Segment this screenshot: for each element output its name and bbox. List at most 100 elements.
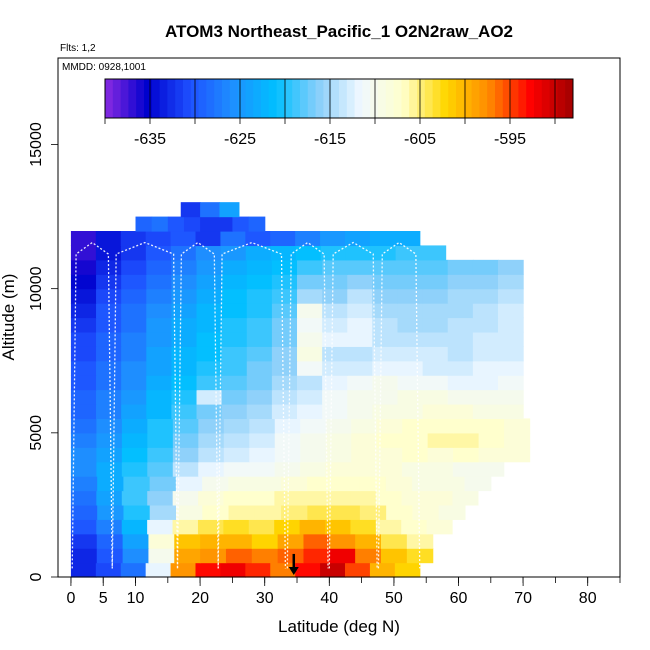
heatmap-cell: [246, 317, 273, 333]
x-tick-label: 10: [127, 590, 145, 607]
heatmap-cell: [385, 476, 413, 492]
heatmap-cell: [120, 562, 147, 578]
colorbar-frame: [104, 78, 574, 119]
heatmap-cell: [497, 274, 524, 290]
heatmap-cell: [271, 317, 298, 333]
heatmap-cell: [297, 259, 323, 275]
heatmap-cell: [297, 404, 323, 420]
heatmap-cell: [170, 231, 197, 247]
heatmap-cell: [254, 476, 282, 492]
heatmap-cell: [121, 331, 147, 347]
heatmap-cell: [401, 490, 428, 506]
heatmap-cell: [359, 504, 387, 520]
heatmap-cell: [200, 548, 227, 564]
heatmap-cell: [274, 432, 301, 448]
plot-frame: [57, 57, 621, 578]
heatmap-cell: [121, 447, 148, 463]
heatmap-cell: [223, 432, 250, 448]
heatmap-cell: [70, 404, 97, 420]
heatmap-cell: [96, 432, 123, 448]
heatmap-cell: [359, 476, 387, 492]
heatmap-cell: [402, 418, 429, 434]
heatmap-cell: [325, 490, 352, 506]
heatmap-cell: [322, 317, 348, 333]
colorbar-swatch: [292, 79, 301, 118]
heatmap-cell: [372, 404, 399, 420]
colorbar-swatch: [456, 79, 465, 118]
colorbar-swatch: [432, 79, 441, 118]
flight-track: [217, 241, 287, 569]
heatmap-cell: [146, 331, 173, 347]
heatmap-cell: [195, 562, 222, 578]
heatmap-cell: [221, 317, 248, 333]
heatmap-cell: [96, 490, 123, 506]
heatmap-cell: [183, 216, 201, 232]
heatmap-cell: [329, 548, 356, 564]
heatmap-cell: [372, 288, 399, 304]
heatmap-cell: [347, 259, 373, 275]
heatmap-cell: [216, 216, 234, 232]
heatmap-cell: [121, 303, 147, 319]
heatmap-cell: [121, 490, 148, 506]
heatmap-cell: [386, 504, 414, 520]
colorbar-swatch: [354, 79, 363, 118]
heatmap-cell: [427, 490, 454, 506]
heatmap-cell: [149, 476, 177, 492]
heatmap-cell: [147, 519, 174, 535]
heatmap-cell: [325, 418, 352, 434]
colorbar-tick-label: -635: [134, 131, 166, 148]
colorbar-swatch: [549, 79, 558, 118]
colorbar-swatch: [128, 79, 137, 118]
flights-label: Flts: 1,2: [60, 43, 96, 54]
heatmap-cell: [121, 389, 147, 405]
heatmap-cell: [96, 389, 122, 405]
heatmap-cell: [223, 519, 250, 535]
heatmap-cell: [246, 288, 273, 304]
heatmap-cell: [369, 562, 396, 578]
heatmap-cell: [422, 360, 449, 376]
heatmap-cell: [322, 389, 348, 405]
heatmap-cell: [347, 389, 373, 405]
heatmap-cell: [147, 490, 174, 506]
colorbar-swatch: [105, 79, 114, 118]
heatmap-cell: [121, 519, 148, 535]
heatmap-cell: [70, 303, 97, 319]
heatmap-cell: [347, 274, 373, 290]
heatmap-cell: [198, 461, 225, 477]
heatmap-cell: [196, 404, 223, 420]
heatmap-cell: [271, 389, 298, 405]
colorbar-swatch: [331, 79, 340, 118]
heatmap-cell: [70, 389, 97, 405]
heatmap-cell: [300, 432, 327, 448]
heatmap-cell: [372, 274, 399, 290]
heatmap-cell: [121, 375, 147, 391]
heatmap-cell: [325, 461, 352, 477]
heatmap-cell: [196, 274, 223, 290]
x-tick-label: 70: [514, 590, 532, 607]
heatmap-cell: [172, 418, 199, 434]
heatmap-cell: [370, 245, 397, 261]
heatmap-cell: [271, 303, 298, 319]
heatmap-cell: [472, 389, 499, 405]
heatmap-cell: [322, 303, 348, 319]
heatmap-cell: [355, 533, 382, 549]
heatmap-cell: [504, 432, 531, 448]
heatmap-cell: [146, 317, 173, 333]
colorbar-swatch: [261, 79, 270, 118]
heatmap-cell: [146, 288, 173, 304]
heatmap-cell: [271, 259, 298, 275]
heatmap-cell: [96, 375, 122, 391]
heatmap-cell: [145, 562, 172, 578]
heatmap-cell: [274, 490, 301, 506]
heatmap-cell: [271, 331, 298, 347]
colorbar-swatch: [222, 79, 231, 118]
heatmap-cell: [223, 447, 250, 463]
heatmap-cell: [146, 375, 173, 391]
heatmap-cell: [347, 303, 373, 319]
heatmap-cell: [406, 533, 434, 549]
heatmap-cell: [397, 288, 424, 304]
heatmap-cell: [146, 274, 173, 290]
heatmap-cell: [220, 245, 247, 261]
heatmap-cell: [299, 490, 326, 506]
flight-track: [328, 241, 378, 569]
